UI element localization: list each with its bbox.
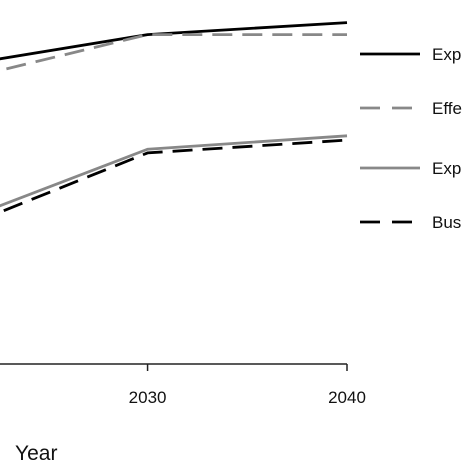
x-axis-ticks: 2030 2040: [129, 364, 366, 407]
legend: Exp Effe Exp Bus: [360, 45, 462, 232]
legend-label-1: Exp: [432, 45, 461, 64]
legend-label-4: Bus: [432, 213, 461, 232]
legend-item-2: Effe: [360, 99, 462, 118]
legend-item-1: Exp: [360, 45, 461, 64]
x-axis-title: Year: [15, 442, 57, 465]
x-tick-label-2030: 2030: [129, 388, 167, 407]
legend-item-4: Bus: [360, 213, 461, 232]
x-tick-label-2040: 2040: [328, 388, 366, 407]
series-line-1: [0, 21, 348, 61]
series-line-2: [0, 33, 347, 72]
legend-item-3: Exp: [360, 159, 461, 178]
series-line-4: [0, 138, 348, 214]
legend-label-2: Effe: [432, 99, 462, 118]
series-line-3: [0, 134, 348, 208]
series-layer: [0, 21, 348, 214]
legend-label-3: Exp: [432, 159, 461, 178]
